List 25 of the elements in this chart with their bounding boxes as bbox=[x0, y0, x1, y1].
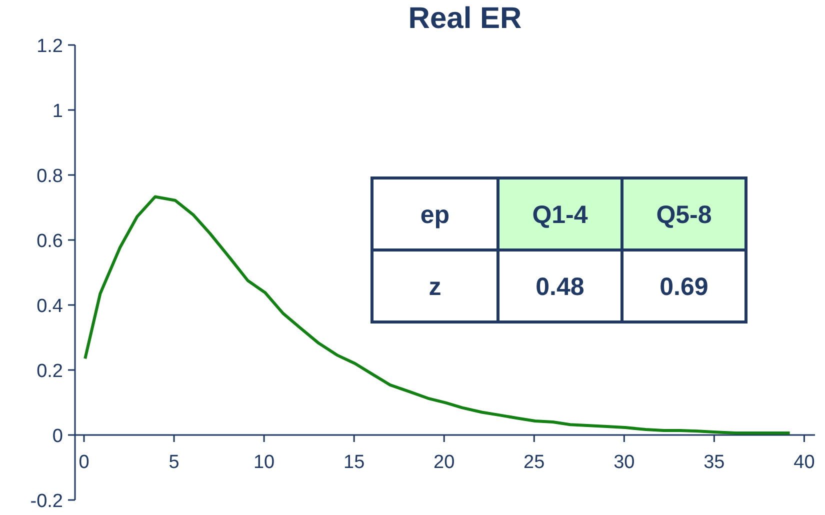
annotation: Q5-8 bbox=[656, 201, 712, 229]
line-series bbox=[84, 195, 792, 435]
x-tick-label: 20 bbox=[434, 452, 455, 473]
chart-title: Real ER bbox=[408, 2, 522, 35]
x-tick-label: 0 bbox=[78, 452, 90, 473]
annotation: ep bbox=[420, 201, 450, 229]
annotation: z bbox=[428, 273, 442, 301]
y-tick-label: 1 bbox=[52, 101, 63, 122]
x-tick-label: 40 bbox=[794, 452, 815, 473]
x-tick-label: 30 bbox=[614, 452, 635, 473]
annotation: 0.69 bbox=[660, 273, 708, 301]
x-tick-label: 15 bbox=[344, 452, 365, 473]
y-tick-label: 0.6 bbox=[36, 231, 63, 252]
y-tick-label: 0 bbox=[52, 426, 63, 447]
y-tick-label: 1.2 bbox=[36, 36, 63, 57]
y-tick-label: 0.2 bbox=[36, 361, 63, 382]
y-tick-label: -0.2 bbox=[30, 491, 63, 512]
x-tick-label: 10 bbox=[253, 452, 275, 473]
annotation: Q1-4 bbox=[532, 201, 588, 229]
y-tick-label: 0.4 bbox=[36, 296, 64, 317]
x-tick-label: 25 bbox=[524, 452, 545, 473]
y-tick-label: 0.8 bbox=[36, 166, 63, 187]
x-tick-label: 5 bbox=[168, 452, 180, 473]
x-tick-label: 35 bbox=[704, 452, 725, 473]
annotation: 0.48 bbox=[536, 273, 584, 301]
